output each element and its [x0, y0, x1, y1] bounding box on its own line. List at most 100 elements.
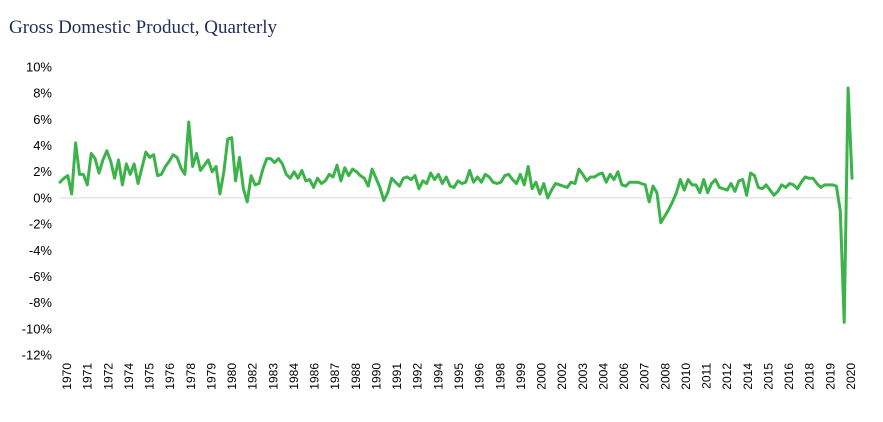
- data-point: [203, 164, 205, 166]
- x-tick-label: 2012: [720, 363, 734, 390]
- y-tick-label: 4%: [33, 138, 52, 153]
- y-tick-label: -6%: [29, 269, 53, 284]
- data-point: [707, 192, 709, 194]
- y-tick-label: 10%: [26, 60, 52, 75]
- x-tick-label: 2014: [741, 363, 755, 390]
- data-point: [652, 185, 654, 187]
- data-point: [582, 173, 584, 175]
- x-tick-label: 1991: [390, 363, 404, 390]
- data-point: [738, 180, 740, 182]
- data-point: [184, 173, 186, 175]
- gdp-series-line: [58, 86, 854, 324]
- data-point: [574, 182, 576, 185]
- x-tick-label: 2018: [803, 363, 817, 390]
- y-tick-label: -4%: [29, 243, 53, 258]
- data-point: [293, 171, 295, 173]
- data-point: [769, 189, 771, 191]
- data-point: [629, 181, 631, 183]
- data-point: [636, 181, 639, 183]
- data-point: [348, 175, 350, 177]
- data-point: [117, 159, 120, 161]
- data-point: [422, 180, 424, 182]
- data-point: [753, 175, 756, 177]
- data-point: [562, 185, 564, 187]
- data-point: [730, 182, 732, 185]
- data-point: [543, 182, 545, 185]
- data-point: [332, 176, 334, 178]
- data-point: [492, 181, 494, 183]
- chart-title: Gross Domestic Product, Quarterly: [9, 17, 278, 38]
- data-point: [749, 172, 752, 174]
- data-point: [336, 164, 338, 166]
- data-point: [78, 173, 81, 175]
- data-point: [847, 87, 849, 89]
- x-tick-label: 2008: [658, 363, 672, 390]
- data-point: [777, 190, 779, 192]
- data-point: [648, 201, 650, 203]
- data-point: [527, 165, 529, 168]
- data-point: [601, 172, 603, 174]
- data-point: [703, 178, 705, 181]
- x-tick-label: 1982: [246, 363, 260, 390]
- data-point: [570, 181, 572, 183]
- data-point: [82, 173, 85, 175]
- data-point: [363, 177, 365, 179]
- data-point: [223, 171, 225, 173]
- data-point: [500, 181, 502, 183]
- x-tick-label: 1972: [101, 363, 115, 390]
- data-point: [465, 181, 467, 183]
- x-tick-label: 2004: [596, 363, 610, 390]
- data-point: [519, 173, 521, 175]
- data-point: [176, 156, 178, 158]
- data-point: [816, 182, 818, 185]
- data-point: [141, 167, 143, 169]
- data-point: [94, 158, 96, 160]
- data-point: [457, 180, 459, 182]
- data-point: [488, 176, 490, 178]
- x-tick-label: 1970: [60, 363, 74, 390]
- data-point: [246, 201, 248, 203]
- data-point: [168, 160, 170, 162]
- data-point: [207, 159, 209, 161]
- x-tick-label: 1975: [143, 363, 157, 390]
- data-point: [617, 171, 619, 173]
- data-point: [472, 181, 475, 183]
- data-point: [656, 192, 658, 194]
- x-tick-label: 1974: [122, 363, 136, 390]
- data-point: [469, 169, 471, 172]
- data-point: [714, 178, 717, 181]
- data-point: [289, 177, 291, 179]
- data-point: [133, 163, 135, 165]
- data-point: [586, 180, 588, 182]
- data-point: [313, 186, 315, 189]
- data-point: [668, 209, 670, 211]
- x-tick-label: 2011: [700, 363, 714, 389]
- data-point: [402, 177, 404, 179]
- data-point: [547, 197, 549, 199]
- data-point: [593, 176, 596, 178]
- x-tick-label: 1990: [369, 363, 383, 390]
- data-point: [262, 168, 264, 170]
- data-point: [773, 194, 775, 196]
- y-tick-label: 6%: [33, 112, 52, 127]
- data-point: [110, 160, 112, 162]
- x-tick-label: 1999: [514, 363, 528, 390]
- y-tick-label: -2%: [29, 217, 53, 232]
- data-point: [535, 181, 537, 183]
- data-point: [531, 188, 533, 190]
- x-tick-label: 2010: [679, 363, 693, 390]
- y-axis-tick-labels: 10% 8% 6% 4% 2% 0% -2% -4% -6% -8% -10% -12%: [22, 60, 53, 363]
- data-point: [558, 184, 560, 186]
- data-point: [496, 182, 498, 185]
- data-point: [621, 184, 623, 186]
- data-point: [484, 173, 486, 175]
- data-point: [125, 163, 127, 165]
- data-point: [63, 177, 65, 179]
- data-point: [742, 178, 744, 181]
- y-tick-label: 2%: [33, 164, 52, 179]
- data-point: [796, 188, 798, 190]
- data-point: [437, 173, 440, 175]
- y-tick-label: -12%: [22, 348, 53, 363]
- data-point: [839, 210, 841, 212]
- data-point: [504, 175, 506, 177]
